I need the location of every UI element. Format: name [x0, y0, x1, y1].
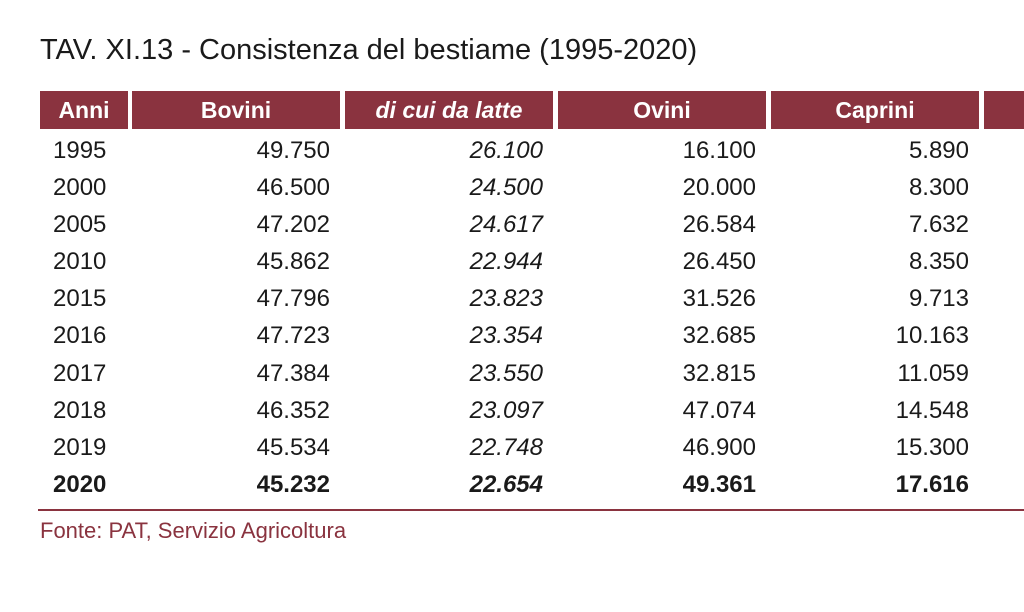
cell-da-latte: 23.823 [469, 285, 543, 313]
cell-caprini: 14.548 [895, 396, 969, 424]
cell-caprini: 7.632 [908, 211, 969, 239]
cell-bovini: 47.202 [256, 211, 330, 239]
cell-da-latte: 22.748 [469, 433, 543, 461]
cell-da-latte: 23.097 [469, 396, 543, 424]
cell-caprini: 10.163 [895, 322, 969, 350]
cell-ovini: 49.361 [682, 470, 756, 498]
cell-ovini: 26.584 [682, 211, 756, 239]
source-note: Fonte: PAT, Servizio Agricoltura [40, 518, 347, 543]
cell-anno: 2015 [53, 285, 107, 313]
cell-bovini: 47.723 [256, 322, 330, 350]
cell-ovini: 46.900 [682, 433, 756, 461]
table-title: TAV. XI.13 - Consistenza del bestiame (1… [40, 34, 698, 66]
cell-bovini: 47.796 [256, 285, 330, 313]
header-bovini: Bovini [132, 91, 340, 129]
cell-ovini: 26.450 [682, 248, 756, 276]
cell-anno: 2000 [53, 174, 107, 202]
table-row: 2015 47.796 23.823 31.526 9.713 [0, 280, 1024, 317]
cell-da-latte: 24.500 [469, 174, 543, 202]
table-row: 2018 46.352 23.097 47.074 14.548 [0, 392, 1024, 429]
cell-da-latte: 22.654 [469, 470, 543, 498]
cell-bovini: 45.862 [256, 248, 330, 276]
cell-da-latte: 24.617 [469, 211, 543, 239]
header-caprini: Caprini [771, 91, 979, 129]
cell-ovini: 32.815 [682, 359, 756, 387]
cell-da-latte: 26.100 [469, 137, 543, 164]
cell-ovini: 16.100 [682, 137, 756, 164]
cell-caprini: 11.059 [897, 359, 969, 387]
table-row-total: 2020 45.232 22.654 49.361 17.616 [0, 466, 1024, 503]
cell-da-latte: 22.944 [469, 248, 543, 276]
cell-anno: 2018 [53, 396, 107, 424]
cell-caprini: 15.300 [895, 433, 969, 461]
cell-bovini: 45.534 [256, 433, 330, 461]
cell-da-latte: 23.354 [469, 322, 543, 350]
cell-bovini: 46.500 [256, 174, 330, 202]
table-row: 1995 49.750 26.100 16.100 5.890 [0, 132, 1024, 169]
cell-caprini: 9.713 [908, 285, 969, 313]
table-row: 2005 47.202 24.617 26.584 7.632 [0, 206, 1024, 243]
cell-bovini: 46.352 [256, 396, 330, 424]
cell-caprini: 5.890 [908, 137, 969, 164]
header-extra-cell [984, 91, 1024, 129]
header-anni: Anni [40, 91, 128, 129]
table-row: 2010 45.862 22.944 26.450 8.350 [0, 243, 1024, 280]
cell-caprini: 8.350 [908, 248, 969, 276]
cell-caprini: 17.616 [895, 470, 969, 498]
cell-anno: 2016 [53, 322, 107, 350]
cell-bovini: 45.232 [256, 470, 330, 498]
cell-da-latte: 23.550 [469, 359, 543, 387]
header-ovini: Ovini [558, 91, 766, 129]
cell-anno: 2017 [53, 359, 107, 387]
table-header: Anni Bovini di cui da latte Ovini Caprin… [0, 91, 1024, 129]
bottom-divider [38, 509, 1024, 511]
header-di-cui-da-latte: di cui da latte [345, 91, 553, 129]
cell-anno: 1995 [53, 137, 107, 164]
cell-ovini: 32.685 [682, 322, 756, 350]
cell-caprini: 8.300 [908, 174, 969, 202]
cell-bovini: 49.750 [256, 137, 330, 164]
table-row: 2019 45.534 22.748 46.900 15.300 [0, 429, 1024, 466]
table-row: 2000 46.500 24.500 20.000 8.300 [0, 169, 1024, 206]
cell-ovini: 31.526 [682, 285, 756, 313]
cell-anno: 2010 [53, 248, 107, 276]
cell-ovini: 47.074 [682, 396, 756, 424]
cell-anno: 2005 [53, 211, 107, 239]
cell-ovini: 20.000 [682, 174, 756, 202]
table-row: 2016 47.723 23.354 32.685 10.163 [0, 317, 1024, 354]
cell-bovini: 47.384 [256, 359, 330, 387]
cell-anno: 2019 [53, 433, 107, 461]
table-row: 2017 47.384 23.550 32.815 11.059 [0, 355, 1024, 392]
cell-anno: 2020 [53, 470, 107, 498]
table-body: 1995 49.750 26.100 16.100 5.890 2000 46.… [0, 132, 1024, 503]
